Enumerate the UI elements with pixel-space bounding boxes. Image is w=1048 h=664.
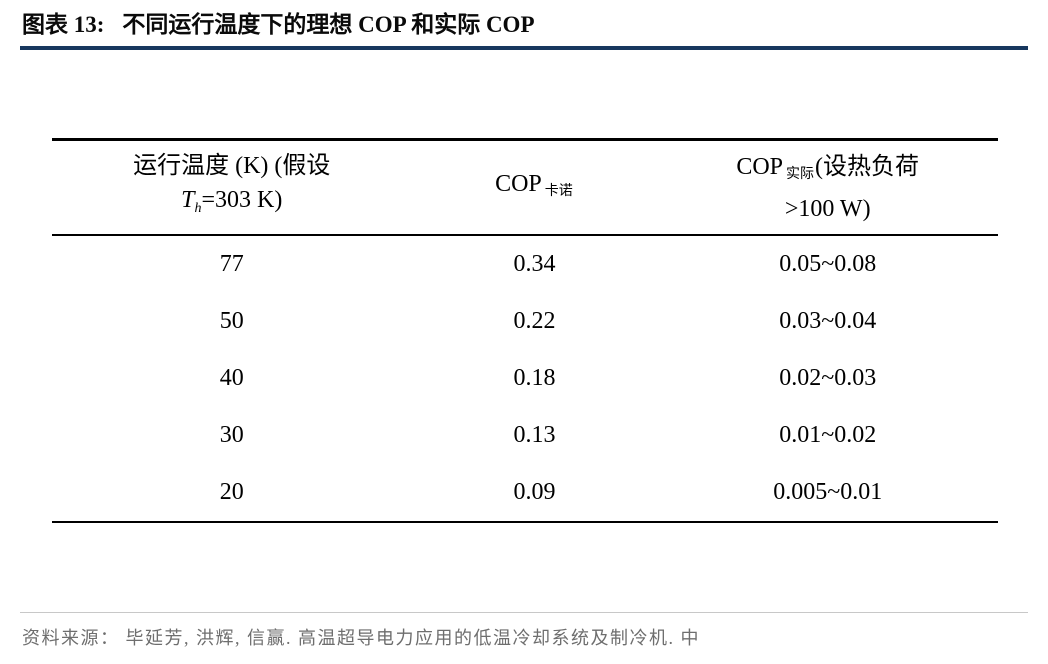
cell-cop-carnot: 0.09 (513, 479, 556, 505)
table-row: 30 0.13 0.01~0.02 (52, 407, 998, 464)
header-cop-actual-subscript: 实际 (786, 166, 815, 182)
cell-temperature: 50 (219, 308, 244, 334)
cell-cop-carnot: 0.18 (513, 365, 556, 391)
cell-temperature: 20 (219, 479, 244, 505)
cell-cop-carnot: 0.13 (513, 422, 556, 448)
header-cop-actual-line1: COP 实际(设热负荷 (736, 150, 919, 192)
table-row: 77 0.34 0.05~0.08 (52, 236, 998, 293)
figure-number-label: 图表 13: (22, 12, 105, 37)
header-temp-line2-rest: =303 K) (201, 187, 283, 213)
header-cop-actual-line1-rest: (设热负荷 (815, 153, 920, 180)
header-cell-cop-actual: COP 实际(设热负荷 >100 W) (657, 141, 998, 234)
cell-cop-actual: 0.03~0.04 (779, 308, 877, 334)
cop-data-table: 运行温度 (K) (假设 Th=303 K) COP 卡诺 COP 实际(设热负荷 … (52, 138, 998, 523)
figure-title-text: 不同运行温度下的理想 COP 和实际 COP (122, 12, 535, 37)
table-row: 40 0.18 0.02~0.03 (52, 350, 998, 407)
table-header-row: 运行温度 (K) (假设 Th=303 K) COP 卡诺 COP 实际(设热负荷 … (52, 141, 998, 236)
header-cell-temperature: 运行温度 (K) (假设 Th=303 K) (52, 141, 411, 234)
cell-temperature: 77 (219, 251, 244, 277)
header-cop-actual-main: COP (736, 153, 784, 180)
header-cop-carnot-subscript: 卡诺 (544, 183, 573, 199)
cell-temperature: 30 (219, 422, 244, 448)
table-row: 20 0.09 0.005~0.01 (52, 464, 998, 521)
cell-temperature: 40 (219, 365, 244, 391)
header-cop-actual-line2: >100 W) (784, 195, 871, 222)
header-temp-line2: Th=303 K) (181, 183, 282, 226)
cell-cop-actual: 0.02~0.03 (779, 365, 877, 391)
cell-cop-actual: 0.005~0.01 (773, 479, 883, 505)
header-cop-carnot-main: COP (495, 170, 542, 197)
cell-cop-actual: 0.05~0.08 (779, 251, 877, 277)
header-cop-carnot-line: COP 卡诺 (495, 167, 574, 209)
cell-cop-actual: 0.01~0.02 (779, 422, 877, 448)
title-underline-rule (20, 46, 1028, 50)
table-row: 50 0.22 0.03~0.04 (52, 293, 998, 350)
header-cell-cop-carnot: COP 卡诺 (411, 141, 657, 234)
header-temp-Th-subscript: h (194, 201, 202, 216)
header-temp-Th-symbol: T (181, 187, 195, 213)
source-note: 资料来源： 毕延芳, 洪辉, 信赢. 高温超导电力应用的低温冷却系统及制冷机. … (22, 628, 700, 648)
header-temp-line1: 运行温度 (K) (假设 (133, 153, 331, 179)
source-divider-rule (20, 612, 1028, 613)
cell-cop-carnot: 0.22 (513, 308, 556, 334)
cell-cop-carnot: 0.34 (513, 251, 556, 277)
figure-title: 图表 13: 不同运行温度下的理想 COP 和实际 COP (22, 10, 1026, 40)
